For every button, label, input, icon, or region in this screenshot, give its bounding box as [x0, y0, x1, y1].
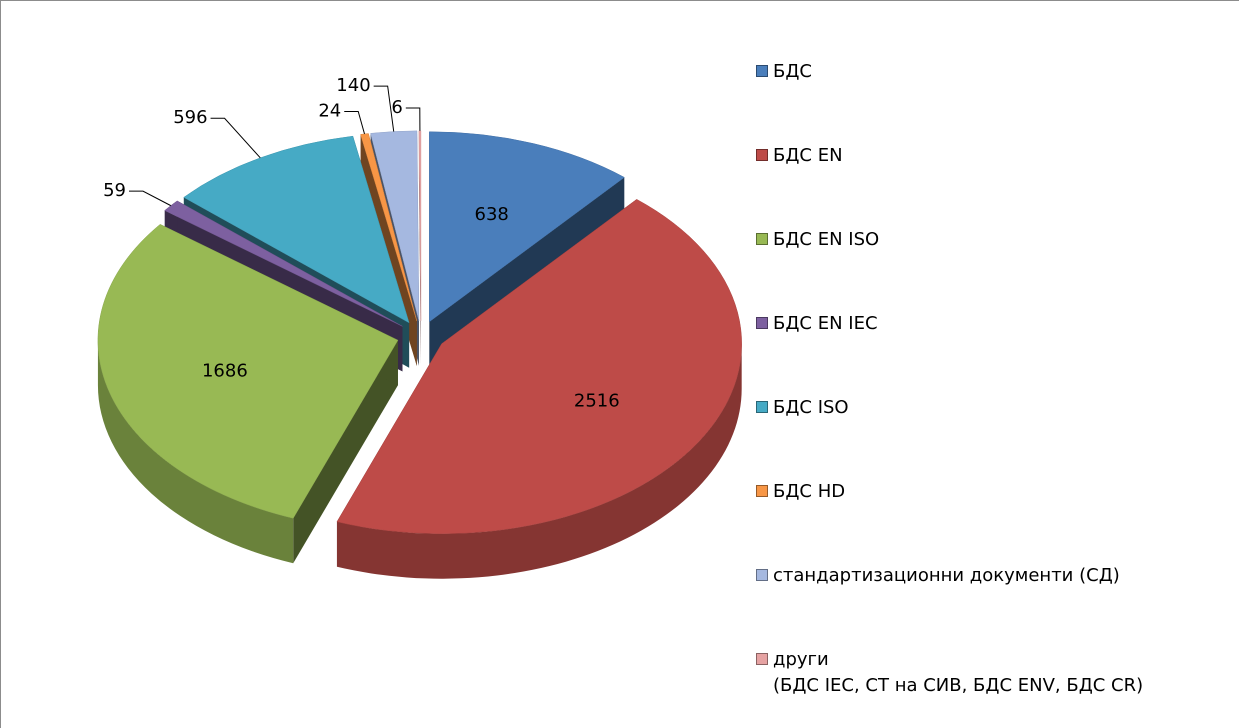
- legend-swatch: [756, 65, 768, 77]
- legend-label: БДС: [773, 61, 812, 82]
- legend-item: БДС EN: [756, 143, 1143, 227]
- leader-line: [344, 110, 365, 135]
- slice: [418, 130, 422, 366]
- leader-line: [373, 85, 395, 132]
- legend-item: БДС EN ISO: [756, 227, 1143, 311]
- slice-top: [429, 131, 625, 323]
- slice: [336, 199, 742, 579]
- leader-line: [129, 190, 172, 207]
- legend-label: БДС HD: [773, 481, 846, 502]
- legend: БДС БДС EN БДС EN ISO БДС EN IEC БДС ISO БДС …: [756, 59, 1143, 728]
- leader-line: [405, 107, 421, 131]
- legend-swatch: [756, 401, 768, 413]
- legend-swatch: [756, 569, 768, 581]
- legend-swatch: [756, 653, 768, 665]
- legend-item: БДС: [756, 59, 1143, 143]
- legend-label: БДС ISO: [773, 397, 849, 418]
- legend-label: БДС EN: [773, 145, 843, 166]
- data-label: 638: [475, 204, 509, 225]
- legend-label: други (БДС IEC, СТ на СИВ, БДС ENV, БДС …: [773, 649, 1144, 696]
- data-label: 1686: [202, 361, 248, 382]
- legend-label: БДС EN IEC: [773, 313, 878, 334]
- legend-item: стандартизационни документи (СД): [756, 563, 1143, 647]
- legend-item: БДС HD: [756, 479, 1143, 563]
- data-label: 596: [173, 107, 207, 128]
- slice-top: [336, 199, 742, 534]
- legend-swatch: [756, 149, 768, 161]
- leader-line: [210, 117, 261, 159]
- slice-top: [97, 224, 399, 519]
- slice-top: [183, 135, 410, 324]
- data-label: 6: [391, 97, 402, 118]
- data-label: 59: [103, 180, 126, 201]
- data-label: 24: [318, 100, 341, 121]
- legend-swatch: [756, 233, 768, 245]
- slice-top: [418, 130, 422, 321]
- slice: [97, 224, 399, 564]
- legend-swatch: [756, 485, 768, 497]
- slice-wall: [97, 340, 294, 564]
- legend-item: БДС ISO: [756, 395, 1143, 479]
- slice-side: [293, 340, 398, 564]
- slice-top: [370, 130, 420, 321]
- data-label: 2516: [574, 391, 620, 412]
- legend-label: стандартизационни документи (СД): [773, 565, 1120, 586]
- slice-wall: [336, 343, 742, 579]
- legend-label: БДС EN ISO: [773, 229, 880, 250]
- data-label: 140: [336, 75, 370, 96]
- legend-item: други (БДС IEC, СТ на СИВ, БДС ENV, БДС …: [756, 647, 1143, 728]
- legend-item: БДС EN IEC: [756, 311, 1143, 395]
- pie-area: 638 2516 1686 59 596 24 140 6: [97, 75, 742, 579]
- legend-swatch: [756, 317, 768, 329]
